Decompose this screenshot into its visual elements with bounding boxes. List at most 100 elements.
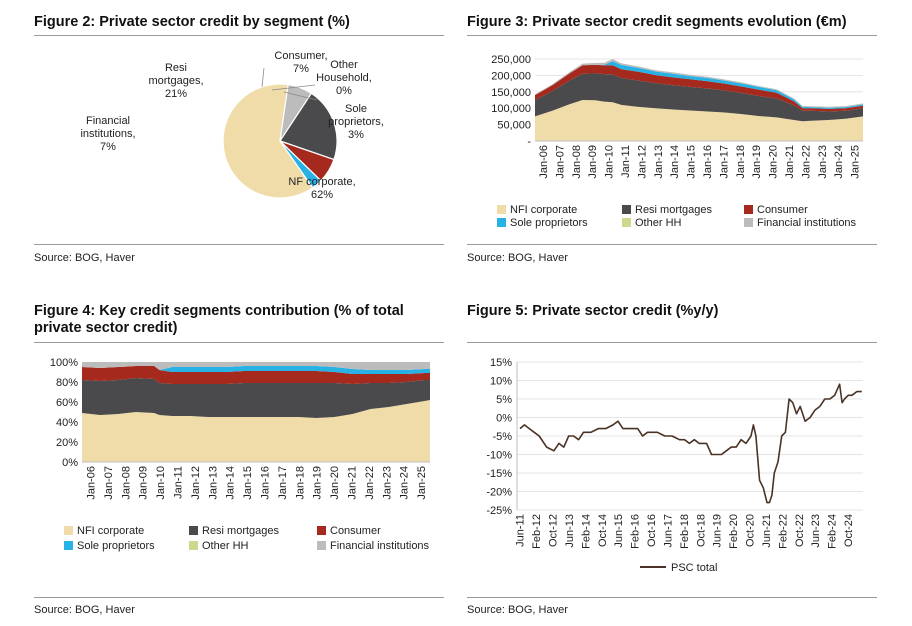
x-tick-label: Jan-19 — [312, 466, 324, 500]
fig2-source-rule — [34, 244, 444, 245]
fig4-title-rule — [34, 342, 444, 343]
x-tick-label: Oct-22 — [794, 514, 806, 547]
fig4-legend-item: Sole proprietors — [64, 540, 155, 552]
sole-swatch — [64, 541, 73, 550]
fig2-title-rule — [34, 35, 444, 36]
y-tick-label: -5% — [492, 431, 512, 443]
pie-slice-sole-proprietors — [279, 140, 322, 189]
x-tick-label: Jan-22 — [800, 145, 812, 179]
legend-label: PSC total — [671, 562, 718, 574]
x-tick-label: Feb-20 — [728, 514, 740, 549]
fig4-area-chart: 0% 20% 40% 60% 80% 100% Jan-06 Jan-07 Jan-08 Jan-… — [50, 357, 430, 500]
x-tick-label: Jan-10 — [155, 466, 167, 500]
resi-label-line2: mortgages, — [148, 75, 203, 87]
fig2-title: Figure 2: Private sector credit by segme… — [34, 14, 350, 30]
fig4-legend-item: Resi mortgages — [189, 525, 279, 537]
fig4-legend-item: NFI corporate — [64, 525, 144, 537]
fin-label-value: 7% — [100, 141, 116, 153]
cons-label-value: 7% — [293, 63, 309, 75]
x-tick-label: Jan-11 — [173, 466, 185, 499]
area-sole-proprietors — [82, 366, 430, 374]
fig5-title-rule — [467, 342, 877, 343]
other-label-line2: Household, — [316, 72, 372, 84]
legend-label: Financial institutions — [757, 217, 857, 229]
y-tick-label: 15% — [490, 357, 512, 369]
y-tick-label: 0% — [62, 457, 78, 469]
other-label-value: 0% — [336, 85, 352, 97]
sole-label-line1: Sole — [345, 103, 367, 115]
sole-swatch — [497, 218, 506, 227]
x-tick-label: Jan-09 — [587, 145, 599, 179]
y-tick-label: 80% — [56, 377, 78, 389]
fig4-legend-item: Financial institutions — [317, 540, 429, 552]
fin-slice-label: Financial institutions, 7% — [80, 115, 135, 153]
y-tick-label: 50,000 — [497, 120, 531, 132]
y-tick-label: 40% — [56, 417, 78, 429]
fig4-legend-item: Other HH — [189, 540, 248, 552]
x-tick-label: Feb-14 — [580, 514, 592, 549]
pie-slice-nf-corporate — [222, 83, 314, 199]
x-tick-label: Oct-24 — [843, 514, 855, 547]
x-tick-label: Jun-21 — [761, 514, 773, 548]
fig3-area-chart: - 50,000 100,000 150,000 200,000 250,000 Jan-0… — [491, 54, 863, 179]
x-tick-label: Jan-22 — [364, 466, 376, 500]
area-resi-mortgages — [82, 378, 430, 418]
area-nfi-corporate — [535, 100, 863, 141]
x-tick-label: Jan-18 — [294, 466, 306, 500]
x-tick-label: Jan-14 — [225, 466, 237, 500]
legend-label: Other HH — [202, 540, 249, 552]
x-tick-label: Jan-08 — [120, 466, 132, 500]
leader-line — [271, 84, 316, 91]
x-tick-label: Jan-25 — [416, 466, 428, 500]
area-consumer — [82, 366, 430, 384]
otherhh-swatch — [622, 218, 631, 227]
nfi-label-line1: NF corporate, — [288, 176, 355, 188]
fig3-legend-item: Other HH — [622, 217, 681, 229]
fig3-legend-item: Resi mortgages — [622, 204, 712, 216]
fig4-title-line1: Figure 4: Key credit segments contributi… — [34, 303, 404, 319]
x-tick-label: Jan-12 — [636, 145, 648, 179]
y-tick-label: 100,000 — [491, 103, 531, 115]
fig4-source-rule — [34, 597, 444, 598]
resi-swatch — [622, 205, 631, 214]
fig4-legend-item: Consumer — [317, 525, 381, 537]
x-tick-label: Jan-19 — [751, 145, 763, 179]
fig3-legend-item: Consumer — [744, 204, 808, 216]
y-tick-label: 10% — [490, 376, 512, 388]
x-tick-label: Jan-13 — [207, 466, 219, 500]
x-tick-label: Feb-22 — [777, 514, 789, 549]
otherhh-swatch — [189, 541, 198, 550]
fig3-source-rule — [467, 244, 877, 245]
x-tick-label: Jan-24 — [399, 466, 411, 500]
legend-label: Resi mortgages — [635, 204, 713, 216]
y-tick-label: 20% — [56, 437, 78, 449]
psc-line-swatch — [640, 566, 666, 568]
x-tick-label: Jan-09 — [138, 466, 150, 500]
legend-label: Sole proprietors — [77, 540, 155, 552]
x-tick-label: Jan-20 — [768, 145, 780, 179]
sole-slice-label: Sole proprietors, 3% — [328, 103, 384, 141]
y-tick-label: 250,000 — [491, 54, 531, 66]
y-tick-label: -15% — [486, 468, 512, 480]
x-tick-label: Feb-18 — [679, 514, 691, 549]
resi-label-value: 21% — [165, 88, 187, 100]
fig5-legend-item: PSC total — [640, 562, 717, 574]
fig5-line-chart: -25% -20% -15% -10% -5% 0% 5% 10% 15% Jun-11 Feb-1… — [486, 357, 863, 549]
other-label-line1: Other — [330, 59, 358, 71]
fig3-legend-item: NFI corporate — [497, 204, 577, 216]
x-tick-label: Jan-21 — [347, 466, 359, 500]
cons-label-line1: Consumer, — [274, 50, 327, 62]
psc-total-line — [519, 383, 862, 504]
fig5-source: Source: BOG, Haver — [467, 604, 568, 616]
y-tick-label: 0% — [496, 413, 512, 425]
fig3-title: Figure 3: Private sector credit segments… — [467, 14, 847, 30]
nfi-slice-label: NF corporate, 62% — [288, 176, 355, 201]
x-tick-label: Jan-25 — [850, 145, 862, 179]
resi-label-line1: Resi — [165, 62, 187, 74]
x-tick-label: Jun-15 — [613, 514, 625, 548]
fig4-source: Source: BOG, Haver — [34, 604, 135, 616]
y-tick-label: 5% — [496, 394, 512, 406]
fig4-legend: NFI corporate Resi mortgages Consumer So… — [64, 525, 454, 555]
legend-label: NFI corporate — [77, 525, 145, 537]
x-tick-label: Jan-16 — [260, 466, 272, 500]
